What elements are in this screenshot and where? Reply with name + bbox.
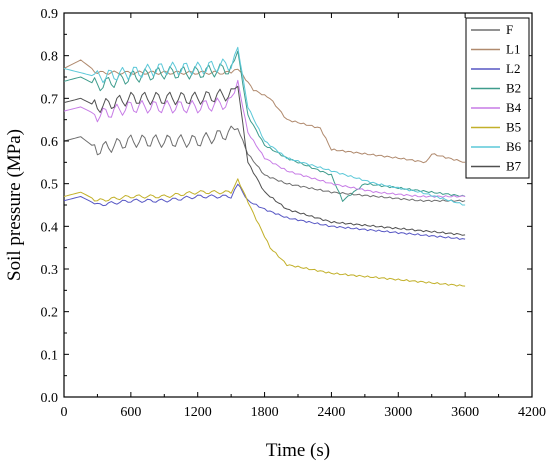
y-tick-label: 0.8 [41,50,59,65]
series-line-b6 [63,46,466,206]
legend-label-b4: B4 [506,100,522,115]
x-tick-label: 4200 [518,405,546,420]
series-line-l2 [63,183,466,240]
legend-box [465,17,530,179]
y-tick-label: 0.5 [41,178,59,193]
x-tick-label: 3600 [451,405,479,420]
series-line-b2 [63,50,466,202]
legend-label-f: F [506,22,513,37]
y-tick-label: 0.4 [41,220,59,235]
x-tick-label: 0 [61,405,68,420]
legend-label-l2: L2 [506,61,520,76]
y-tick-label: 0.0 [41,391,59,406]
legend-label-l1: L1 [506,42,520,57]
legend-label-b5: B5 [506,120,521,135]
x-tick-label: 600 [120,405,141,420]
series-line-b4 [63,79,466,198]
legend-label-b2: B2 [506,81,521,96]
y-tick-label: 0.6 [41,135,59,150]
y-tick-label: 0.9 [41,7,59,22]
y-tick-label: 0.3 [41,263,59,278]
x-tick-label: 1200 [184,405,212,420]
series-line-b5 [63,178,466,287]
x-tick-label: 3000 [384,405,412,420]
y-tick-label: 0.2 [41,306,59,321]
y-tick-label: 0.1 [41,348,59,363]
x-axis-title: Time (s) [266,440,330,461]
x-tick-label: 1800 [251,405,279,420]
axes-layer: 0 600 1200 1800 2400 3000 3600 4200 0.0 0.1 0.2 0.3… [41,7,547,420]
legend-layer: F L1 L2 B2 B4 B5 B6 B7 [465,17,530,179]
y-axis-title: Soil pressure (MPa) [4,129,25,281]
y-tick-label: 0.7 [41,92,59,107]
legend-label-b6: B6 [506,139,522,154]
series-layer [63,46,466,287]
legend-label-b7: B7 [506,159,522,174]
series-line-b7 [63,85,466,236]
x-tick-label: 2400 [317,405,345,420]
series-line-f [63,125,466,203]
